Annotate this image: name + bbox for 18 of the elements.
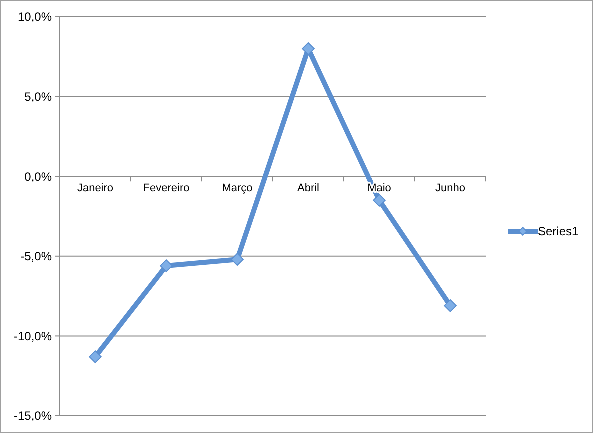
- y-tick-label: 10,0%: [18, 10, 52, 24]
- y-tick-label: 5,0%: [24, 90, 52, 104]
- point: [160, 260, 173, 272]
- x-tick-label: Março: [222, 182, 253, 195]
- legend-label: Series1: [538, 224, 580, 239]
- point: [89, 350, 102, 364]
- x-tick-label: Janeiro: [77, 182, 114, 195]
- y-tick-label: 0,0%: [24, 170, 52, 184]
- y-tick-label: -5,0%: [20, 250, 52, 264]
- y-tick-label: -10,0%: [14, 329, 52, 344]
- x-tick-label: Abril: [297, 182, 320, 195]
- x-tick-label: Junho: [436, 182, 466, 195]
- point: [231, 253, 244, 266]
- point: [373, 194, 386, 207]
- point: [444, 299, 457, 312]
- point: [302, 42, 315, 56]
- x-tick-label: Fevereiro: [143, 182, 190, 195]
- y-tick-label: -15,0%: [14, 409, 52, 424]
